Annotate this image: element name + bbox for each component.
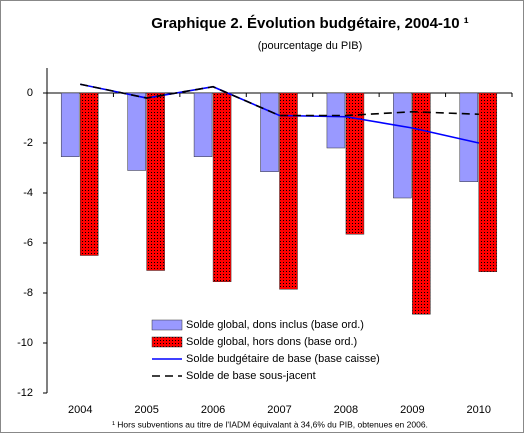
legend-label: Solde global, dons inclus (base ord.) <box>186 319 364 331</box>
bar <box>345 92 365 235</box>
footnote: ¹ Hors subventions au titre de l'IADM éq… <box>112 419 428 429</box>
x-tick-label: 2008 <box>334 404 358 416</box>
bar <box>393 92 412 199</box>
legend-swatch <box>151 319 183 331</box>
bar <box>79 92 99 256</box>
chart-subtitle: (pourcentage du PIB) <box>258 40 363 52</box>
y-tick-label: -4 <box>23 187 33 199</box>
y-tick-label: -2 <box>23 137 33 149</box>
bar <box>260 92 279 172</box>
y-tick-label: -8 <box>23 287 33 299</box>
y-tick-label: -10 <box>17 337 33 349</box>
x-tick-label: 2009 <box>400 404 424 416</box>
bar <box>146 92 165 271</box>
x-tick-label: 2007 <box>267 404 291 416</box>
legend-label: Solde budgétaire de base (base caisse) <box>186 353 380 365</box>
bar <box>127 92 146 171</box>
legend-swatch <box>151 336 183 348</box>
line <box>80 83 479 117</box>
bar <box>193 92 213 157</box>
x-tick-label: 2010 <box>467 404 491 416</box>
bar <box>412 92 431 315</box>
legend-label: Solde de base sous-jacent <box>186 370 316 382</box>
bar <box>478 92 498 272</box>
y-tick-label: -6 <box>23 237 33 249</box>
bar <box>212 92 232 282</box>
y-tick-label: 0 <box>27 87 33 99</box>
x-tick-label: 2006 <box>201 404 225 416</box>
legend-label: Solde global, hors dons (base ord.) <box>186 336 357 348</box>
chart-title: Graphique 2. Évolution budgétaire, 2004-… <box>151 15 469 32</box>
bar <box>279 92 298 290</box>
x-tick-label: 2005 <box>134 404 158 416</box>
y-tick-label: -12 <box>17 387 33 399</box>
bar <box>459 92 479 182</box>
bar <box>326 92 346 149</box>
x-tick-label: 2004 <box>68 404 92 416</box>
bar <box>60 92 80 157</box>
